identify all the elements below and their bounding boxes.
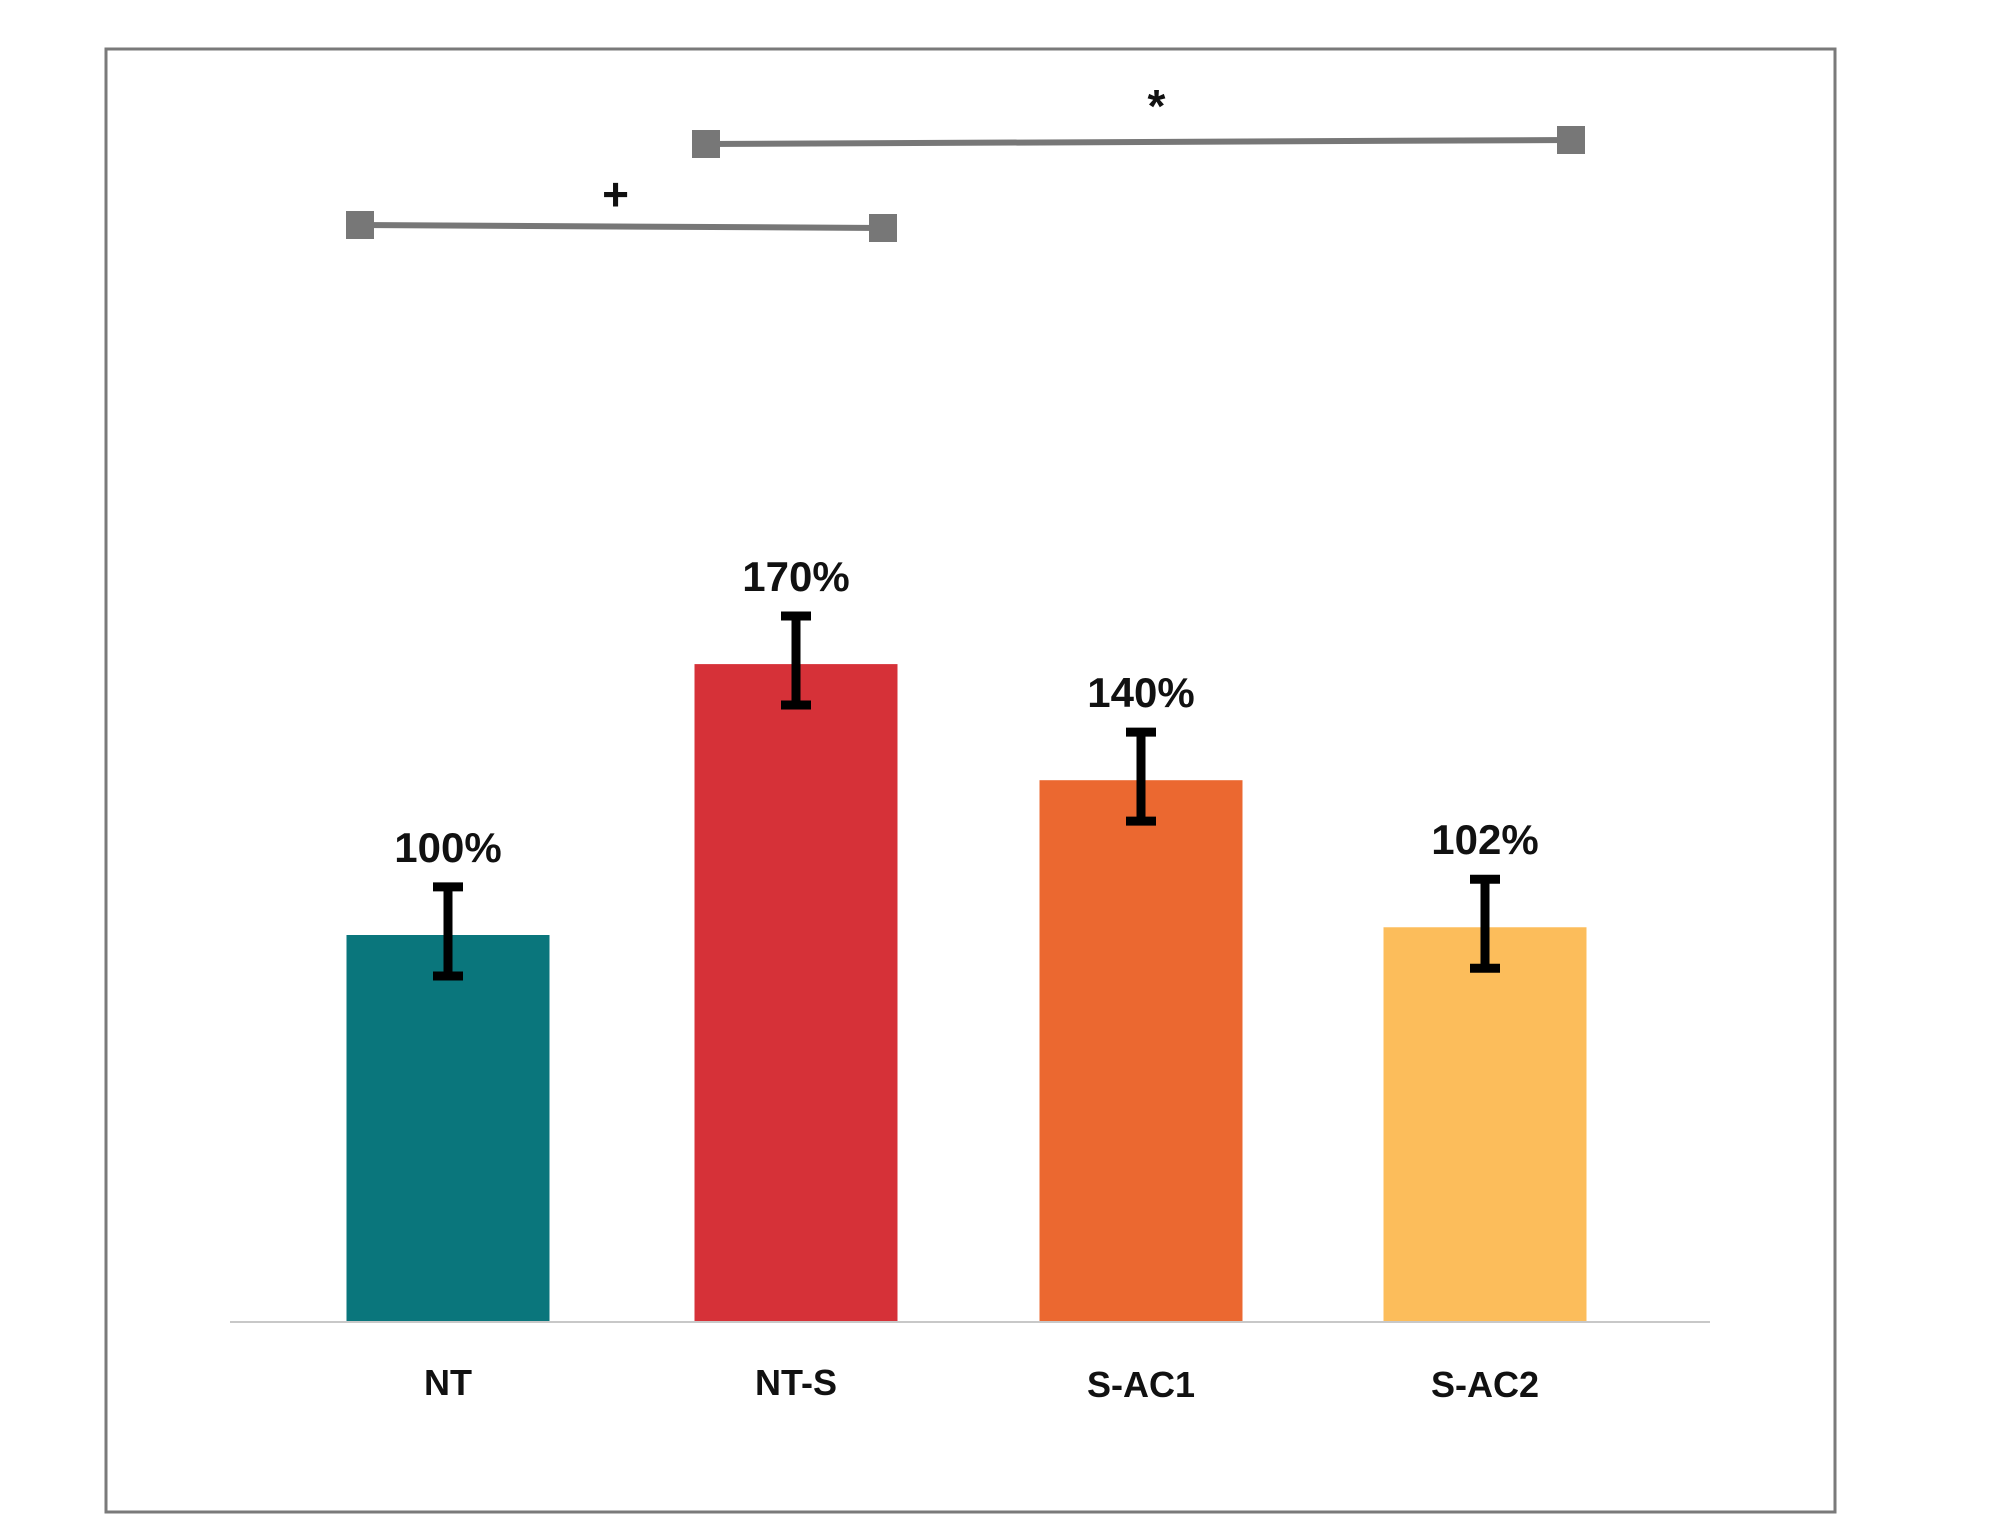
value-label-nt-s: 170% — [742, 553, 849, 600]
significance-brackets: +* — [346, 80, 1585, 242]
bar-s-ac1 — [1039, 780, 1243, 1322]
bar-s-ac2 — [1383, 927, 1587, 1322]
error-bar-s-ac2 — [1470, 874, 1500, 973]
significance-label-1: + — [602, 168, 629, 220]
significance-label-2: * — [1148, 80, 1166, 132]
error-bar-nt-s — [781, 611, 811, 710]
bar-nt-s — [694, 664, 898, 1322]
category-label-s-ac1: S-AC1 — [1087, 1364, 1195, 1405]
bar-nt — [346, 935, 550, 1322]
category-label-nt: NT — [424, 1362, 472, 1403]
value-label-nt: 100% — [394, 824, 501, 871]
category-label-s-ac2: S-AC2 — [1431, 1364, 1539, 1405]
error-bar-s-ac1 — [1126, 727, 1156, 826]
error-bar-nt — [433, 882, 463, 981]
error-bars — [433, 611, 1500, 981]
labels: 100% NT 170% NT-S 140% S-AC1 102% S-AC2 — [394, 553, 1539, 1405]
significance-bracket-2: * — [692, 80, 1585, 158]
value-label-s-ac2: 102% — [1431, 816, 1538, 863]
category-label-nt-s: NT-S — [755, 1362, 837, 1403]
value-label-s-ac1: 140% — [1087, 669, 1194, 716]
bars — [346, 664, 1587, 1322]
significance-bracket-1: + — [346, 168, 897, 242]
